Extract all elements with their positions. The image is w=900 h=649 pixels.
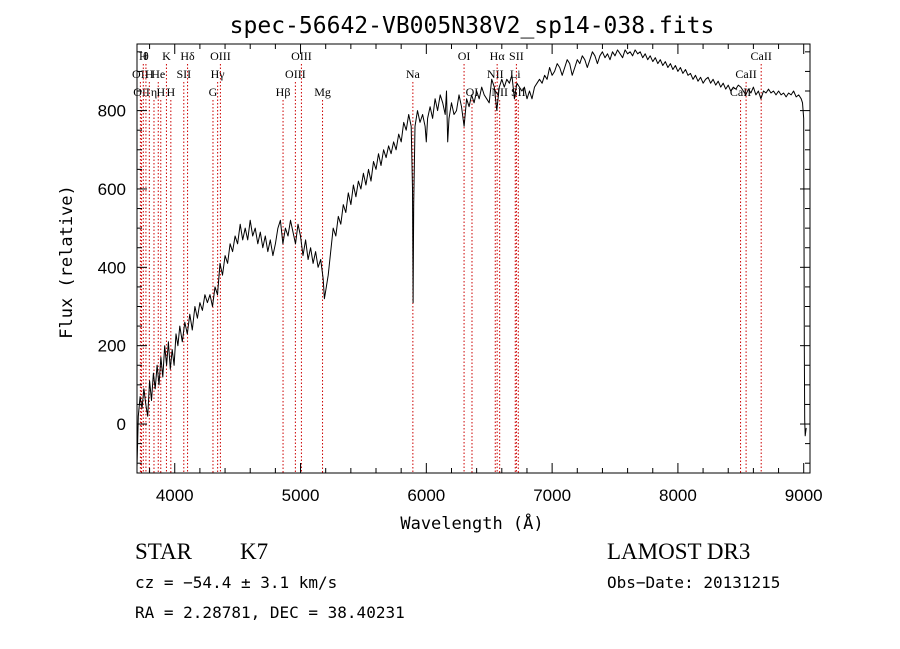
spectral-line-label: K	[162, 49, 171, 63]
spectral-line-label: OII	[133, 85, 150, 99]
spectral-line-label: OIII	[210, 49, 231, 63]
spectral-line-label: He	[151, 67, 165, 81]
y-tick-label: 800	[98, 102, 126, 121]
spectral-line-label: SII	[509, 49, 524, 63]
x-axis-label: Wavelength (Å)	[400, 512, 543, 534]
spectral-line-label: NII	[487, 67, 504, 81]
x-tick-label: 8000	[659, 486, 697, 505]
spectral-line-label: Hδ	[180, 49, 195, 63]
spectral-line-label: Mg	[314, 85, 331, 99]
spectral-line-label: CaII	[735, 67, 756, 81]
spectral-line-label: Hβ	[276, 85, 291, 99]
spectral-line-label: θ	[143, 49, 149, 63]
y-axis-label: Flux (relative)	[57, 185, 77, 339]
redshift-line: cz = −54.4 ± 3.1 km/s	[135, 573, 338, 592]
y-axis: 0 200 400 600 800	[98, 51, 810, 464]
spectral-line-label: Li	[510, 67, 521, 81]
spectral-line-label: CaII	[751, 49, 772, 63]
chart-title: spec-56642-VB005N38V2_sp14-038.fits	[230, 13, 715, 39]
y-tick-label: 400	[98, 258, 126, 277]
x-tick-label: 7000	[533, 486, 571, 505]
spectral-line-label: H	[156, 85, 165, 99]
spectral-line-label: Hα	[490, 49, 506, 63]
object-subclass-label: K7	[240, 539, 269, 564]
spectral-line-label: OII	[132, 67, 149, 81]
object-class-label: STAR	[135, 539, 192, 564]
x-axis: 4000 5000 6000 7000 8000 9000	[149, 44, 823, 505]
x-tick-label: 9000	[785, 486, 823, 505]
obs-date-line: Obs−Date: 20131215	[607, 573, 781, 592]
y-tick-label: 600	[98, 180, 126, 199]
plot-frame	[136, 43, 811, 474]
spectral-line-label: OIII	[291, 49, 312, 63]
spectral-line-label: H	[167, 85, 176, 99]
spectral-line-label: H	[139, 49, 148, 63]
spectral-line-label: G	[209, 85, 218, 99]
spectrum-series-line	[136, 49, 807, 468]
y-tick-label: 200	[98, 337, 126, 356]
y-tick-label: 0	[117, 415, 126, 434]
x-tick-label: 4000	[156, 486, 194, 505]
spectral-line-label: Na	[406, 67, 421, 81]
spectral-line-label: OI	[458, 49, 471, 63]
spectral-line-label: SII	[176, 67, 191, 81]
survey-label: LAMOST DR3	[607, 539, 751, 564]
coordinates-line: RA = 2.28781, DEC = 38.40231	[135, 603, 405, 622]
spectral-line-label: Hγ	[211, 67, 226, 81]
spectral-line-label: η	[151, 85, 157, 99]
spectral-line-label: OIII	[285, 67, 306, 81]
spectral-line-label: H	[145, 67, 154, 81]
x-tick-label: 6000	[407, 486, 445, 505]
x-tick-label: 5000	[282, 486, 320, 505]
